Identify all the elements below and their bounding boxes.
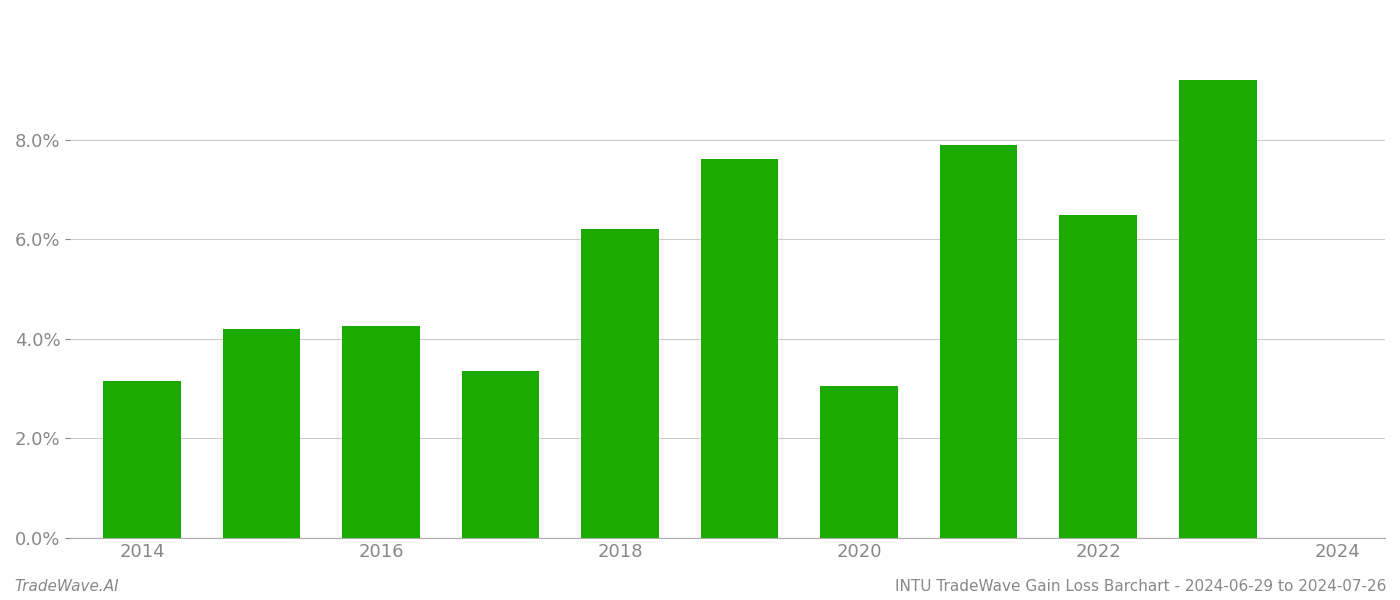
Bar (581, 229, 659, 538)
Bar (939, 145, 1018, 538)
Text: TradeWave.AI: TradeWave.AI (14, 579, 119, 594)
Bar (1179, 80, 1257, 538)
Bar (104, 381, 181, 538)
Bar (342, 326, 420, 538)
Bar (462, 371, 539, 538)
Bar (701, 160, 778, 538)
Bar (820, 386, 897, 538)
Bar (1060, 215, 1137, 538)
Bar (223, 329, 301, 538)
Text: INTU TradeWave Gain Loss Barchart - 2024-06-29 to 2024-07-26: INTU TradeWave Gain Loss Barchart - 2024… (895, 579, 1386, 594)
